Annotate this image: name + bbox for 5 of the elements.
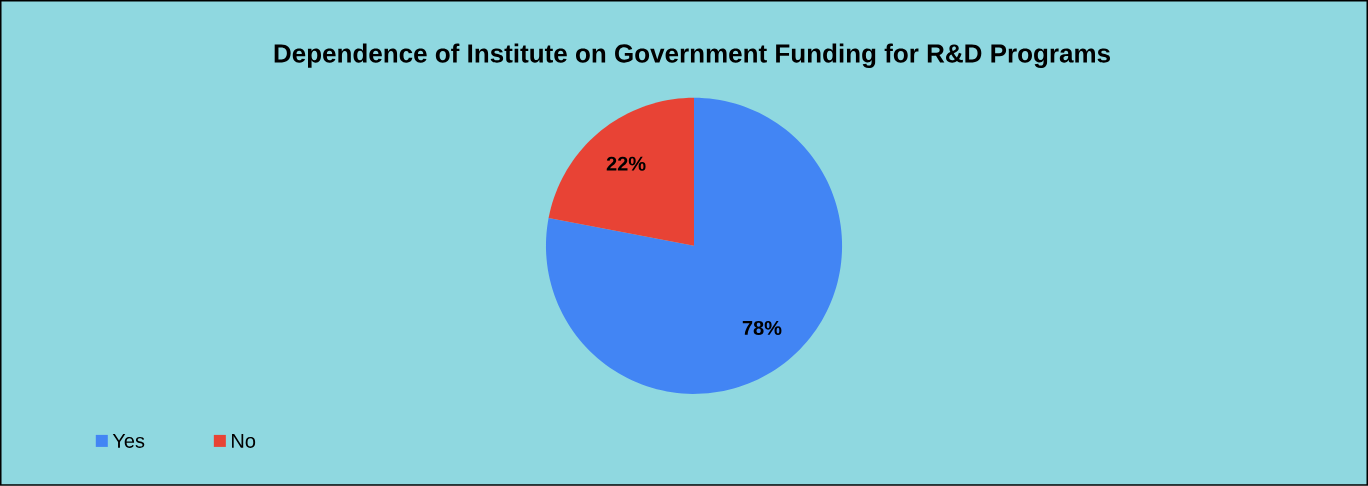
chart-title: Dependence of Institute on Government Funding for R&D Programs xyxy=(274,43,1110,69)
data-label: 78% xyxy=(742,321,782,336)
data-label: 22% xyxy=(606,156,646,171)
legend-label: Yes xyxy=(112,434,145,449)
legend-label: No xyxy=(232,434,256,449)
